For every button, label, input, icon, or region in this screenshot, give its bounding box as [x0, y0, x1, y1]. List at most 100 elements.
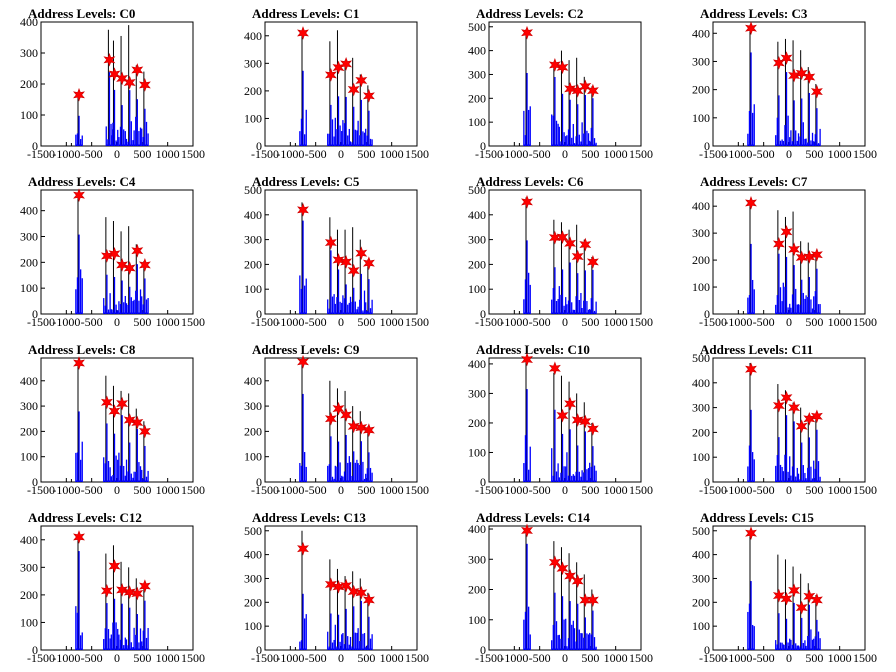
- y-tick-label: 100: [20, 108, 38, 122]
- y-tick-label: 0: [256, 307, 262, 321]
- histogram-bar: [343, 644, 346, 650]
- peak-marker: [73, 356, 85, 371]
- peak-marker: [100, 395, 113, 410]
- peak-marker: [521, 25, 533, 40]
- peak-marker: [131, 586, 144, 601]
- histogram-bar: [802, 643, 804, 650]
- x-tick-label: 0: [114, 315, 120, 329]
- histogram-bar: [526, 240, 528, 314]
- histogram-bar: [799, 646, 801, 650]
- histogram-bar: [810, 140, 812, 146]
- peak-marker: [131, 243, 144, 258]
- y-tick-label: 200: [468, 257, 486, 271]
- x-tick-label: 1000: [828, 147, 852, 161]
- histogram-bar: [141, 469, 143, 482]
- x-tick-label: 0: [114, 651, 120, 665]
- histogram-bar: [571, 302, 573, 314]
- peak-marker: [131, 63, 144, 77]
- histogram-bar: [787, 307, 789, 314]
- x-tick-label: 1000: [604, 651, 628, 665]
- histogram-bar: [363, 132, 366, 146]
- peak-marker: [116, 396, 129, 411]
- x-tick-label: -1000: [500, 483, 528, 497]
- histogram-bar: [141, 128, 143, 146]
- histogram-bar: [124, 637, 126, 650]
- histogram-bar: [781, 466, 783, 482]
- peak-marker: [116, 583, 129, 597]
- y-tick-label: 400: [692, 376, 710, 390]
- histogram-bar: [804, 640, 806, 650]
- histogram-bar: [572, 620, 574, 650]
- chart-panel: Address Levels: C5 0 100 200 300 400 500 -1500-…: [224, 168, 448, 336]
- histogram-bar: [808, 437, 810, 482]
- histogram-bar: [124, 295, 126, 314]
- histogram-bar: [778, 253, 780, 314]
- histogram-bar: [328, 464, 330, 482]
- histogram-bar: [799, 304, 801, 314]
- histogram-bar: [804, 472, 806, 482]
- histogram-bar: [129, 286, 131, 314]
- peak-marker: [138, 579, 151, 593]
- histogram-bar: [327, 631, 329, 650]
- histogram-bar: [775, 640, 777, 650]
- x-tick-label: -1000: [724, 147, 752, 161]
- peak-marker: [795, 419, 808, 434]
- y-tick-label: 200: [244, 257, 262, 271]
- histogram-bar: [805, 295, 807, 314]
- histogram-bar: [819, 304, 821, 314]
- peak-marker: [556, 561, 569, 576]
- histogram-bar: [524, 435, 527, 482]
- histogram-bar: [337, 269, 340, 314]
- y-tick-label: 300: [468, 233, 486, 247]
- peak-marker: [788, 583, 801, 598]
- peak-marker: [571, 413, 584, 427]
- y-tick-label: 400: [20, 374, 38, 388]
- histogram-bar: [349, 141, 352, 146]
- peak-marker: [780, 224, 793, 239]
- peak-marker: [780, 591, 793, 606]
- histogram-bar: [577, 445, 579, 482]
- peak-marker: [810, 247, 823, 262]
- x-tick-label: 500: [357, 483, 375, 497]
- histogram-bar: [147, 298, 149, 314]
- peak-marker: [340, 408, 353, 422]
- y-tick-label: 300: [20, 560, 38, 574]
- histogram-bar: [575, 136, 577, 146]
- histogram-bar: [573, 475, 576, 482]
- histogram-bar: [552, 287, 554, 314]
- x-tick-label: -500: [305, 315, 327, 329]
- y-tick-label: 100: [692, 111, 710, 125]
- chart-title: Address Levels: C13: [252, 510, 366, 525]
- histogram-bar: [816, 619, 818, 650]
- histogram-bar: [351, 301, 353, 314]
- y-tick-label: 400: [244, 548, 262, 562]
- histogram-bar: [560, 141, 562, 146]
- x-tick-label: 1000: [604, 147, 628, 161]
- peak-marker: [579, 593, 592, 607]
- histogram-bar: [747, 133, 749, 146]
- histogram-bar: [365, 128, 367, 146]
- histogram-bar: [107, 139, 109, 146]
- y-tick-label: 500: [244, 183, 262, 197]
- peak-marker: [586, 422, 599, 436]
- histogram-bar: [123, 465, 125, 482]
- x-tick-label: -1000: [52, 651, 80, 665]
- histogram-bar: [753, 626, 755, 650]
- histogram-bar: [557, 299, 559, 314]
- y-tick-label: 100: [20, 450, 38, 464]
- histogram-bar: [748, 295, 751, 314]
- x-tick-label: 500: [357, 651, 375, 665]
- chart-plot: 0 100 200 300 400 -1500-1000 -500 0 500 1000 1500: [244, 21, 429, 161]
- chart-panel: Address Levels: C0 0 100 200 300 400 -1500 -100…: [0, 0, 224, 168]
- histogram-bar: [790, 130, 792, 146]
- histogram-bar: [593, 310, 596, 314]
- histogram-bar: [816, 268, 818, 314]
- histogram-bar: [807, 467, 809, 482]
- peak-marker: [803, 589, 816, 604]
- chart-title: Address Levels: C15: [700, 510, 814, 525]
- histogram-bar: [810, 629, 812, 650]
- histogram-bar: [304, 618, 306, 650]
- histogram-bar: [363, 290, 366, 314]
- x-tick-label: -500: [753, 147, 775, 161]
